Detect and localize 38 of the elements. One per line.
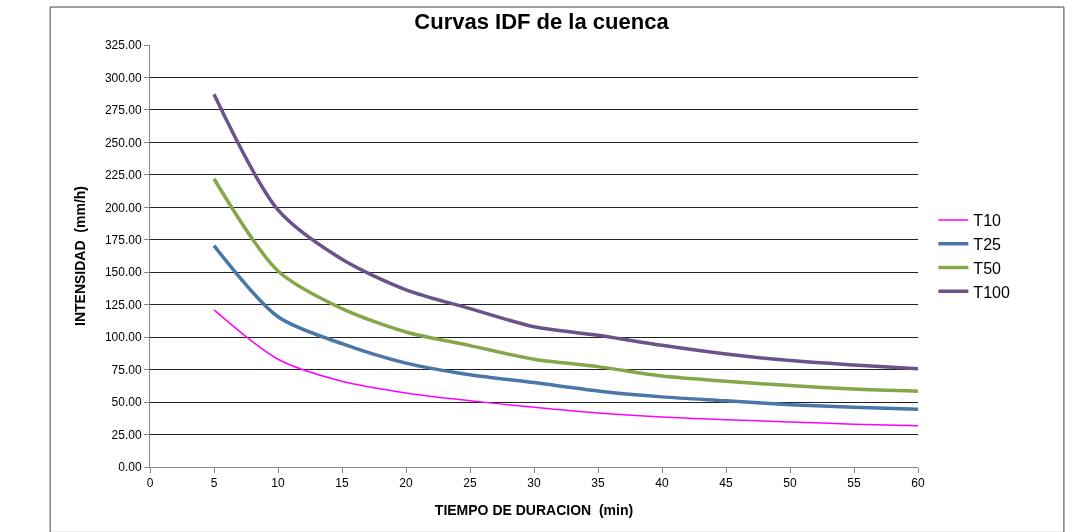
x-tick-label: 0: [146, 476, 154, 491]
line-series: [212, 92, 918, 371]
y-tick-label: 325.00: [104, 38, 142, 53]
x-tick-label: 30: [527, 476, 541, 491]
x-tick-label: 60: [911, 476, 925, 491]
legend-label: T50: [973, 259, 1002, 277]
x-tick-label: 20: [399, 476, 413, 491]
legend-label: T100: [973, 283, 1010, 301]
x-tick-label: 5: [210, 476, 218, 491]
legend-label: T10: [973, 212, 1002, 230]
x-tick-label: 50: [783, 476, 797, 491]
y-tick-label: 125.00: [104, 297, 142, 312]
y-tick-label: 300.00: [104, 70, 142, 85]
x-tick-label: 55: [847, 476, 861, 491]
y-tick-label: 25.00: [111, 427, 142, 442]
x-tick-label: 35: [591, 476, 605, 491]
x-tick-label: 25: [463, 476, 477, 491]
line-series: [213, 309, 918, 427]
y-tick-label: 175.00: [104, 232, 142, 247]
x-axis-title: TIEMPO DE DURACION (min): [434, 501, 634, 518]
x-tick-label: 45: [719, 476, 733, 491]
y-tick-label: 250.00: [104, 135, 142, 150]
chart-title: Curvas IDF de la cuenca: [414, 8, 670, 34]
y-tick-label: 200.00: [104, 200, 142, 215]
line-series: [212, 176, 918, 394]
y-tick-label: 225.00: [104, 168, 142, 183]
line-series: [212, 243, 918, 411]
y-tick-label: 75.00: [111, 362, 142, 377]
x-tick-label: 40: [655, 476, 669, 491]
y-tick-label: 275.00: [104, 103, 142, 118]
y-tick-label: 0.00: [118, 460, 142, 475]
y-tick-label: 150.00: [104, 265, 142, 280]
y-tick-label: 50.00: [111, 395, 142, 410]
x-tick-label: 15: [335, 476, 349, 491]
legend-label: T25: [973, 235, 1002, 253]
y-tick-label: 100.00: [104, 330, 142, 345]
y-axis-title: INTENSIDAD (mm/h): [72, 186, 89, 326]
x-tick-label: 10: [271, 476, 285, 491]
